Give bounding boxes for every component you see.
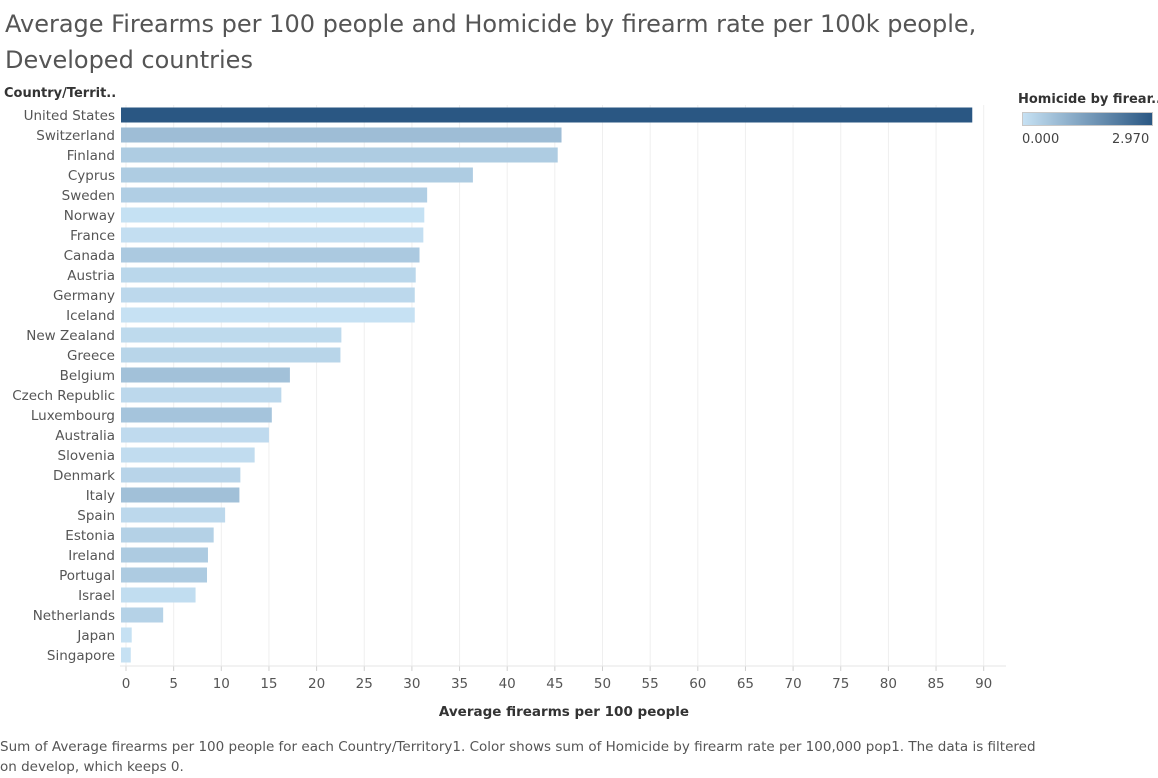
- x-tick-label: 20: [308, 676, 325, 692]
- x-tick-label: 25: [356, 676, 373, 692]
- bar[interactable]: [121, 607, 164, 623]
- bar-chart: United States Switzerland Finland Cyprus Swe…: [12, 105, 1006, 720]
- bar[interactable]: [121, 367, 290, 383]
- bar[interactable]: [121, 487, 240, 503]
- category-label: United States: [24, 108, 115, 124]
- legend-min-label: 0.000: [1022, 132, 1060, 147]
- category-label: Spain: [77, 508, 115, 524]
- x-tick-label: 90: [975, 676, 992, 692]
- bar[interactable]: [121, 347, 341, 363]
- x-tick-label: 85: [927, 676, 944, 692]
- category-label: Iceland: [66, 308, 115, 324]
- category-label: Canada: [64, 248, 115, 264]
- category-label: Ireland: [68, 548, 115, 564]
- x-tick-label: 35: [451, 676, 468, 692]
- bar[interactable]: [121, 327, 342, 343]
- bar[interactable]: [121, 247, 420, 263]
- category-label: Singapore: [47, 648, 115, 664]
- bar[interactable]: [121, 287, 415, 303]
- x-tick-label: 75: [832, 676, 849, 692]
- bar[interactable]: [121, 427, 269, 443]
- bar[interactable]: [121, 547, 208, 563]
- bar[interactable]: [121, 567, 208, 583]
- category-label: Denmark: [53, 468, 115, 484]
- category-label: France: [70, 228, 115, 244]
- category-label: Switzerland: [36, 128, 115, 144]
- row-header: Country/Territ..: [4, 86, 117, 101]
- category-label: Greece: [67, 348, 115, 364]
- category-label: Portugal: [59, 568, 115, 584]
- bar[interactable]: [121, 627, 132, 643]
- category-labels: United States Switzerland Finland Cyprus Swe…: [12, 108, 115, 664]
- category-label: Australia: [55, 428, 115, 444]
- bars: [121, 107, 973, 663]
- x-tick-label: 5: [169, 676, 178, 692]
- category-label: Norway: [64, 208, 115, 224]
- bar[interactable]: [121, 647, 131, 663]
- chart-caption: Sum of Average firearms per 100 people f…: [0, 739, 1036, 775]
- bar[interactable]: [121, 147, 558, 163]
- bar[interactable]: [121, 167, 473, 183]
- legend-title: Homicide by firear..: [1018, 92, 1158, 107]
- category-label: Germany: [53, 288, 115, 304]
- x-tick-label: 40: [499, 676, 516, 692]
- x-tick-label: 50: [594, 676, 611, 692]
- bar[interactable]: [121, 507, 226, 523]
- category-label: Finland: [67, 148, 115, 164]
- category-label: Netherlands: [33, 608, 115, 624]
- x-tick-label: 45: [546, 676, 563, 692]
- category-label: Slovenia: [58, 448, 115, 464]
- bar[interactable]: [121, 307, 415, 323]
- x-tick-label: 15: [260, 676, 277, 692]
- x-tick-label: 70: [785, 676, 802, 692]
- category-label: Czech Republic: [12, 388, 115, 404]
- bar[interactable]: [121, 587, 196, 603]
- bar[interactable]: [121, 387, 282, 403]
- x-axis-ticks: 0 5 10 15 20 25 30 35 40 45 50 55 60 65 70 75 80 85 90: [122, 666, 992, 692]
- category-label: Austria: [67, 268, 115, 284]
- bar[interactable]: [121, 207, 425, 223]
- legend-max-label: 2.970: [1112, 132, 1150, 147]
- x-axis-title: Average firearms per 100 people: [439, 704, 689, 720]
- category-label: Israel: [78, 588, 115, 604]
- x-tick-label: 0: [122, 676, 131, 692]
- bar[interactable]: [121, 467, 241, 483]
- bar[interactable]: [121, 187, 428, 203]
- bar[interactable]: [121, 127, 562, 143]
- x-tick-label: 55: [642, 676, 659, 692]
- category-label: Italy: [86, 488, 115, 504]
- bar[interactable]: [121, 107, 973, 123]
- category-label: Japan: [76, 628, 115, 644]
- category-label: Cyprus: [68, 168, 115, 184]
- bar[interactable]: [121, 227, 424, 243]
- category-label: New Zealand: [26, 328, 115, 344]
- x-tick-label: 10: [213, 676, 230, 692]
- category-label: Luxembourg: [31, 408, 115, 424]
- bar[interactable]: [121, 447, 255, 463]
- category-label: Belgium: [60, 368, 115, 384]
- category-label: Estonia: [65, 528, 115, 544]
- chart-title: Average Firearms per 100 people and Homi…: [5, 10, 977, 74]
- bar[interactable]: [121, 407, 272, 423]
- x-tick-label: 60: [689, 676, 706, 692]
- color-legend-bar: [1022, 112, 1153, 126]
- x-tick-label: 80: [880, 676, 897, 692]
- x-tick-label: 65: [737, 676, 754, 692]
- bar[interactable]: [121, 527, 214, 543]
- bar[interactable]: [121, 267, 416, 283]
- category-label: Sweden: [62, 188, 115, 204]
- x-tick-label: 30: [403, 676, 420, 692]
